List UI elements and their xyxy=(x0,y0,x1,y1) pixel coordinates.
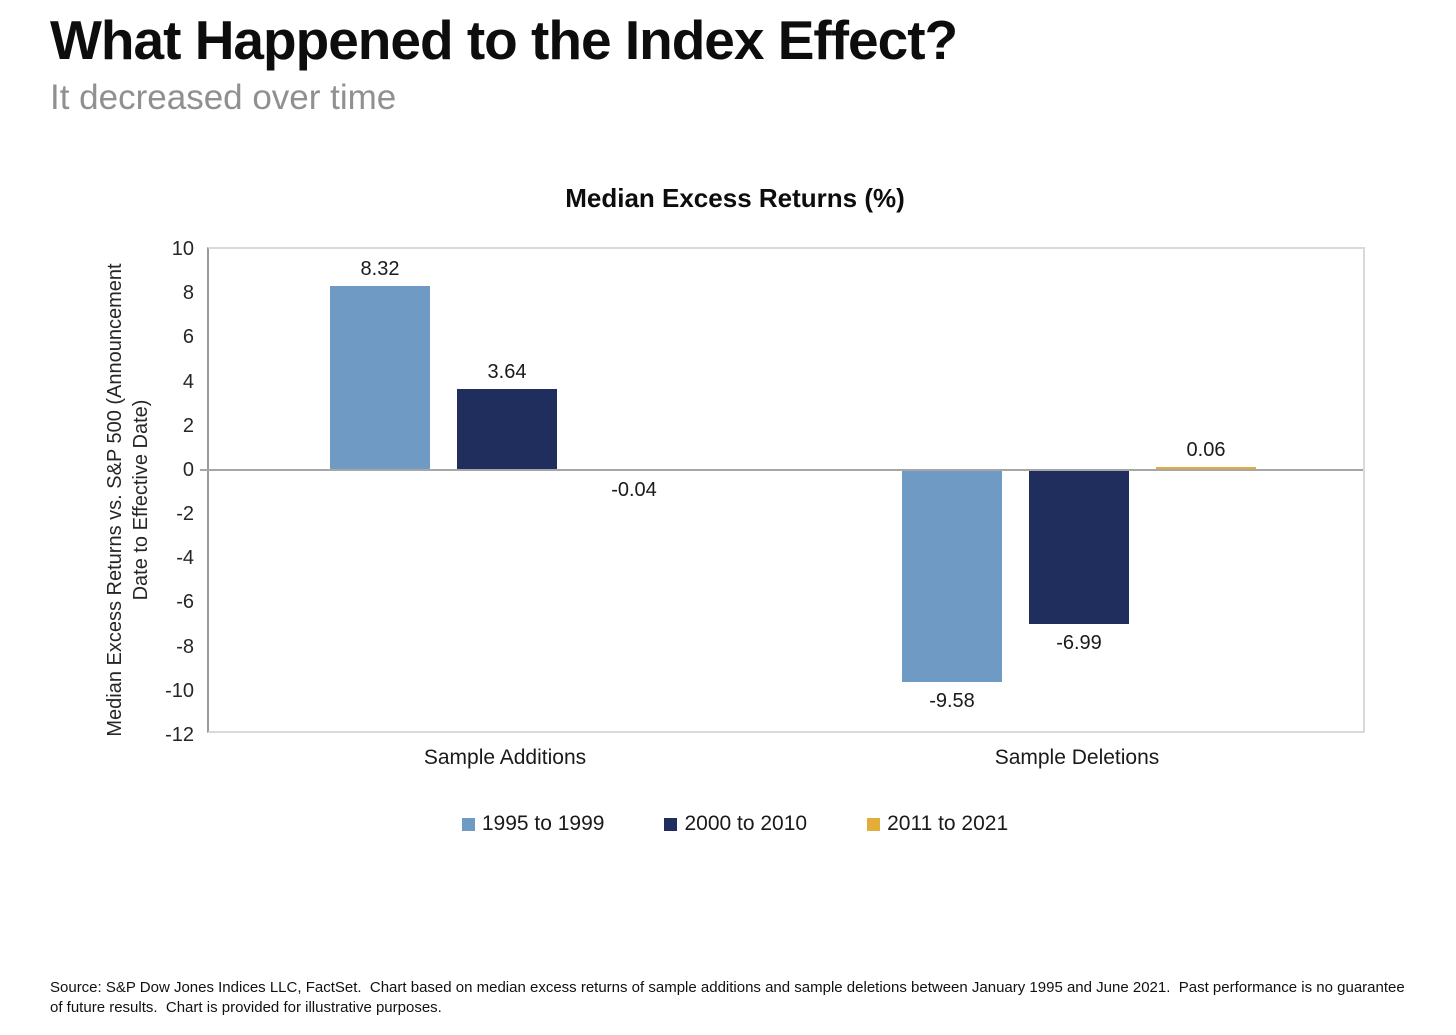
y-tick-label: -2 xyxy=(176,503,194,526)
y-tick-label: 0 xyxy=(182,458,194,481)
y-tick-label: 4 xyxy=(182,370,194,393)
zero-line xyxy=(200,468,1363,471)
legend-label: 2000 to 2010 xyxy=(684,812,808,835)
y-tick-label: -4 xyxy=(176,547,194,570)
plot-area: 8.32 -9.58 3.64 -6.99 -0.04 0.06 xyxy=(200,247,1365,733)
y-tick-label: 8 xyxy=(182,282,194,305)
y-tick-label: -8 xyxy=(176,635,194,658)
y-tick-label: -12 xyxy=(165,724,194,746)
legend-swatch-icon xyxy=(664,817,678,831)
y-tick-label: 6 xyxy=(182,326,194,349)
bar-value-label: 8.32 xyxy=(360,258,400,281)
y-tick-label: 10 xyxy=(171,238,194,260)
bar-value-label: 3.64 xyxy=(487,361,527,384)
source-note: Source: S&P Dow Jones Indices LLC, FactS… xyxy=(50,979,1409,1016)
legend-item: 2000 to 2010 xyxy=(664,812,807,836)
y-tick-label: -10 xyxy=(165,679,194,702)
y-axis-ticks: 10 8 6 4 2 0 -2 -4 -6 -8 -10 -12 xyxy=(118,238,194,746)
legend-label: 1995 to 1999 xyxy=(481,812,605,835)
bar-1995-to-1999-sample-deletions xyxy=(902,469,1002,682)
bar-2000-to-2010-sample-deletions xyxy=(1029,469,1129,625)
bar-2000-to-2010-sample-additions xyxy=(457,389,557,470)
page-subtitle: It decreased over time xyxy=(50,78,397,117)
y-tick-label: -6 xyxy=(176,591,194,614)
x-category-label-sample-deletions: Sample Deletions xyxy=(994,746,1160,769)
bar-2011-to-2021-sample-deletions xyxy=(1156,466,1256,470)
legend-item: 2011 to 2021 xyxy=(867,812,1008,836)
legend: 1995 to 1999 2000 to 2010 2011 to 2021 xyxy=(110,812,1360,836)
bar-value-label: -9.58 xyxy=(929,689,975,712)
chart-title: Median Excess Returns (%) xyxy=(565,183,905,213)
legend-swatch-icon xyxy=(461,817,475,831)
bar-1995-to-1999-sample-additions xyxy=(330,286,430,470)
legend-label: 2011 to 2021 xyxy=(887,812,1009,835)
page-title: What Happened to the Index Effect? xyxy=(50,9,958,71)
y-tick-label: 2 xyxy=(182,414,194,437)
bar-value-label: 0.06 xyxy=(1186,438,1226,461)
legend-swatch-icon xyxy=(867,817,881,831)
x-category-label-sample-additions: Sample Additions xyxy=(423,746,587,769)
bar-value-label: -6.99 xyxy=(1056,632,1102,655)
bar-value-label: -0.04 xyxy=(611,478,657,501)
legend-item: 1995 to 1999 xyxy=(461,812,605,836)
